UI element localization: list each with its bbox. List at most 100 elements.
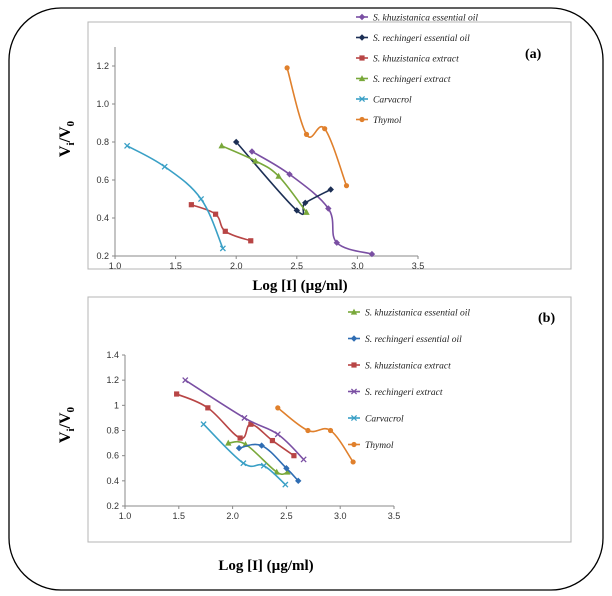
data-point: [284, 468, 291, 475]
series-line: [286, 67, 348, 186]
legend-entry: Carvacrol: [348, 415, 404, 425]
data-point: [124, 142, 131, 149]
y-tick-label: 0.4: [96, 213, 109, 223]
x-tick-label: 2.0: [230, 261, 243, 271]
y-tick-label: 1.0: [96, 99, 109, 109]
data-point: [248, 238, 254, 244]
data-point: [222, 228, 228, 234]
series-b-3: [182, 377, 307, 463]
series-b-0: [225, 439, 291, 476]
legend-marker: [350, 335, 358, 342]
x-tick-label: 1.5: [173, 511, 186, 521]
y-tick-label: 0.8: [106, 426, 119, 436]
data-point: [302, 199, 309, 206]
panel-a-ylabel: Vi/V0: [57, 120, 77, 157]
legend-marker: [358, 34, 366, 41]
legend-entry: S. khuzistanica extract: [356, 55, 459, 65]
legend-label: S. khuzistanica essential oil: [373, 14, 478, 24]
data-point: [286, 171, 293, 178]
data-point: [343, 183, 350, 189]
series-line: [238, 443, 299, 482]
x-tick-label: 2.5: [291, 261, 304, 271]
series-a-0: [248, 148, 376, 258]
legend-entry: S. rechingeri essential oil: [348, 335, 462, 345]
panel-a-xlabel: Log [I] (µg/ml): [252, 278, 347, 294]
data-point: [275, 405, 281, 411]
data-point: [219, 245, 226, 252]
legend-entry: S. khuzistanica essential oil: [348, 309, 470, 319]
data-point: [237, 435, 243, 441]
data-point: [284, 65, 290, 71]
series-a-2: [188, 202, 254, 244]
data-point: [305, 427, 311, 434]
legend-marker: [350, 308, 358, 315]
data-point: [303, 208, 310, 215]
data-point: [241, 414, 248, 421]
data-point: [248, 148, 256, 155]
legend-label: Thymol: [365, 441, 394, 451]
legend-entry: Thymol: [348, 441, 394, 451]
data-point: [291, 453, 297, 459]
data-point: [274, 431, 281, 438]
data-point: [205, 405, 211, 411]
legend-label: S. rechingeri essential oil: [373, 34, 470, 44]
legend-entry: Thymol: [356, 116, 402, 126]
data-point: [333, 239, 340, 246]
x-tick-label: 2.5: [280, 511, 293, 521]
x-tick-label: 3.5: [412, 261, 425, 271]
legend-label: S. khuzistanica extract: [365, 362, 451, 372]
legend-entry: S. rechingeri extract: [348, 388, 443, 398]
legend-label: S. khuzistanica extract: [373, 55, 459, 65]
data-point: [240, 460, 247, 467]
y-tick-label: 1.4: [106, 350, 119, 360]
legend-label: Carvacrol: [365, 415, 404, 425]
data-point: [303, 131, 310, 137]
data-point: [273, 468, 280, 475]
series-line: [277, 407, 354, 463]
data-point: [322, 126, 328, 132]
data-point: [327, 427, 334, 434]
data-point: [182, 377, 189, 384]
data-point: [252, 157, 259, 164]
y-tick-label: 0.8: [96, 137, 109, 147]
series-line: [184, 379, 305, 461]
data-point: [260, 462, 267, 469]
legend-marker: [350, 388, 358, 395]
data-point: [327, 186, 334, 193]
legend-entry: S. rechingeri essential oil: [356, 34, 470, 44]
x-tick-label: 3.0: [334, 511, 347, 521]
series-a-4: [124, 142, 226, 252]
outer-rounded-frame: [8, 7, 604, 591]
data-point: [293, 207, 300, 214]
data-point: [188, 202, 194, 208]
legend-entry: S. khuzistanica essential oil: [356, 14, 478, 24]
data-point: [282, 481, 289, 488]
data-point: [212, 211, 219, 217]
data-point: [161, 163, 168, 170]
y-tick-label: 1: [114, 400, 119, 410]
panel-b-label: (b): [538, 311, 555, 326]
legend-entry: S. khuzistanica extract: [348, 362, 451, 372]
data-point: [275, 172, 282, 179]
legend-label: S. rechingeri essential oil: [365, 335, 462, 345]
y-tick-label: 1.2: [96, 61, 109, 71]
series-line: [191, 203, 252, 242]
data-point: [197, 195, 205, 203]
data-point: [325, 205, 332, 212]
x-tick-label: 3.0: [351, 261, 364, 271]
svg-text:Vi/V0: Vi/V0: [57, 120, 77, 157]
svg-text:Vi/V0: Vi/V0: [57, 406, 77, 443]
y-tick-label: 0.6: [96, 175, 109, 185]
figure-xlabel: Log [I] (µg/ml): [218, 558, 313, 574]
data-point: [350, 459, 356, 465]
legend-marker: [358, 13, 366, 21]
data-point: [283, 465, 290, 472]
y-tick-label: 1.2: [106, 375, 119, 385]
series-b-4: [200, 421, 289, 488]
x-tick-label: 2.0: [226, 511, 239, 521]
legend-marker: [359, 55, 365, 61]
legend-label: S. khuzistanica essential oil: [365, 309, 470, 319]
series-line: [235, 141, 332, 216]
legend-entry: S. rechingeri extract: [356, 75, 451, 85]
legend-entry: Carvacrol: [356, 96, 412, 106]
